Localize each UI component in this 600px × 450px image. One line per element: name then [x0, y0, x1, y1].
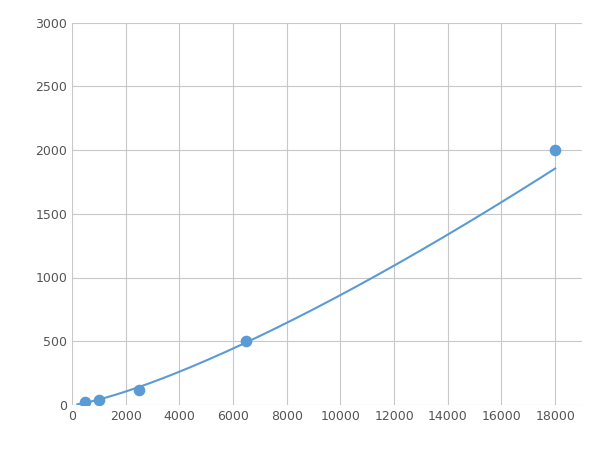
- Point: [242, 338, 251, 345]
- Point: [94, 396, 104, 404]
- Point: [550, 146, 560, 153]
- Point: [134, 386, 144, 393]
- Point: [80, 399, 90, 406]
